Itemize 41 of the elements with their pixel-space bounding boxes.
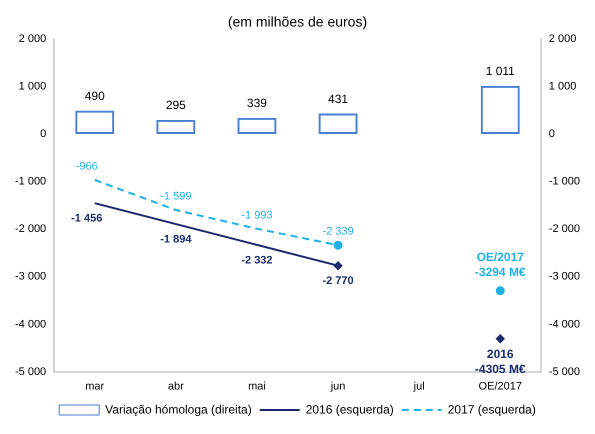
y-tick-label: 2 000 <box>18 32 46 45</box>
data-label: -2 332 <box>241 254 273 266</box>
data-label: 295 <box>166 98 186 112</box>
x-tick-label: abr <box>168 380 184 392</box>
y2-tick-label: 2 000 <box>548 32 576 45</box>
y-tick-label: 0 <box>40 128 46 140</box>
y2-tick-label: -5 000 <box>548 366 580 378</box>
chart-title: (em milhões de euros) <box>228 13 368 30</box>
y2-tick-label: 1 000 <box>548 80 576 92</box>
y2-tick-label: 0 <box>548 128 555 140</box>
data-label: -1 599 <box>160 190 192 203</box>
data-label: -1 894 <box>160 234 192 246</box>
x-tick-label: jun <box>330 380 346 392</box>
x-tick-label: mai <box>248 380 266 392</box>
y2-tick-label: -3 000 <box>548 270 580 283</box>
data-label: 490 <box>84 88 106 103</box>
y-tick-label: -4 000 <box>14 318 46 330</box>
data-label: 431 <box>328 92 348 106</box>
data-label: -1 993 <box>241 209 273 222</box>
y-tick-label: -1 000 <box>14 176 46 188</box>
data-label: 1 011 <box>486 64 516 78</box>
annotation: 2016 -4305 M€ <box>474 347 526 376</box>
y2-tick-label: -4 000 <box>548 318 580 330</box>
legend-label: 2016 (esquerda) <box>306 402 394 416</box>
data-label: -2 770 <box>322 275 354 288</box>
legend-label: Variação hómologa (direita) <box>105 402 252 416</box>
x-tick-label: OE/2017 <box>478 380 522 392</box>
legend-label: 2017 (esquerda) <box>448 402 536 416</box>
y-tick-label: 1 000 <box>18 80 46 92</box>
x-tick-label: jul <box>412 380 425 392</box>
y-tick-label: -2 000 <box>14 223 46 236</box>
data-label: 339 <box>246 96 268 110</box>
x-tick-label: mar <box>85 380 105 392</box>
data-label: -1 456 <box>71 212 102 225</box>
data-label: -966 <box>76 160 98 172</box>
annotation: OE/2017 -3294 M€ <box>474 250 526 279</box>
y2-tick-label: -2 000 <box>548 223 580 236</box>
y-tick-label: -5 000 <box>14 366 46 378</box>
y2-tick-label: -1 000 <box>548 176 580 188</box>
y-tick-label: -3 000 <box>14 270 46 283</box>
data-label: -2 339 <box>322 226 354 238</box>
